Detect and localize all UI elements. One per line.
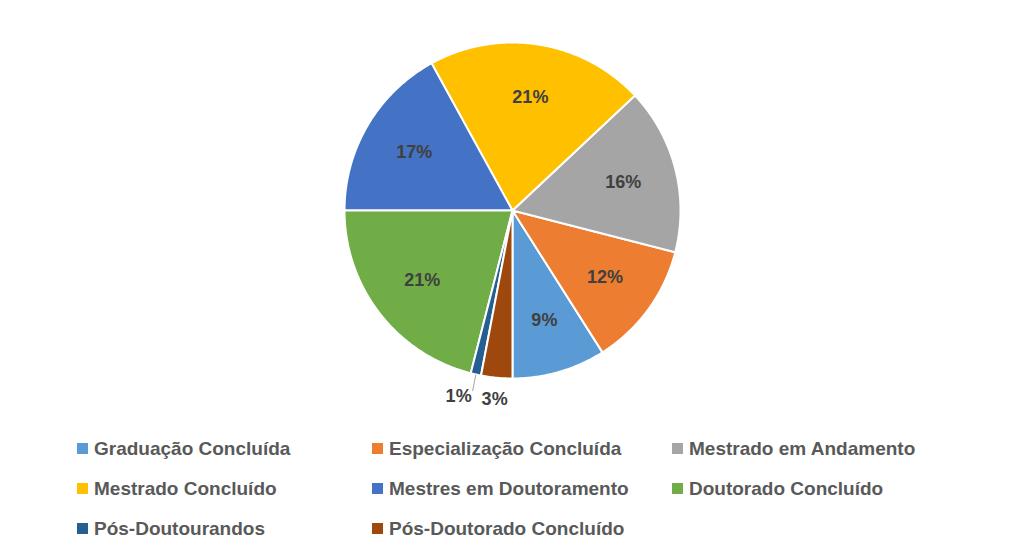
svg-text:9%: 9% — [531, 310, 557, 330]
html-text:Mestrado em Andamento: Mestrado em Andamento — [689, 438, 916, 459]
svg-text:21%: 21% — [512, 87, 548, 107]
svg-text:1%: 1% — [446, 386, 472, 406]
svg-text:21%: 21% — [404, 270, 440, 290]
svg-text:12%: 12% — [587, 267, 623, 287]
html-text:Mestres em Doutoramento: Mestres em Doutoramento — [389, 478, 629, 499]
html-text:Graduação Concluída: Graduação Concluída — [94, 438, 291, 459]
svg-text:17%: 17% — [396, 142, 432, 162]
svg-text:16%: 16% — [605, 172, 641, 192]
html-text:Mestrado Concluído: Mestrado Concluído — [94, 478, 277, 499]
html-text:Pós-Doutorado Concluído: Pós-Doutorado Concluído — [389, 518, 625, 539]
html-text:Especialização Concluída: Especialização Concluída — [389, 438, 622, 459]
html-text:Pós-Doutourandos: Pós-Doutourandos — [94, 518, 265, 539]
svg-text:3%: 3% — [482, 389, 508, 409]
html-text:Doutorado Concluído: Doutorado Concluído — [689, 478, 884, 499]
